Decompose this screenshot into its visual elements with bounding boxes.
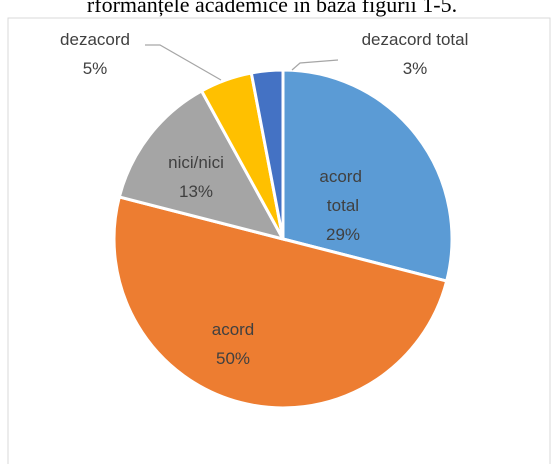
slice-label: nici/nici (168, 153, 224, 172)
slice-label: dezacord total (362, 30, 469, 49)
leader-line (291, 59, 339, 71)
pie-slice (117, 88, 286, 242)
value-label: 50% (216, 349, 250, 368)
label-line: acord (319, 167, 366, 186)
slice-label: dezacord (60, 30, 130, 49)
leader-line (145, 44, 222, 81)
pie-slice (112, 195, 449, 410)
value-label: 13% (179, 182, 213, 201)
value-label: 5% (83, 59, 108, 78)
value-label: 29% (326, 225, 360, 244)
slice-label: acord total (319, 167, 366, 215)
slice-label: acord (212, 320, 255, 339)
chart-title: rformanțele academice în baza figurii 1-… (87, 0, 457, 17)
pie-slice (281, 68, 454, 283)
pie-slice (249, 68, 285, 240)
label-line: total (327, 196, 359, 215)
value-label: 3% (403, 59, 428, 78)
